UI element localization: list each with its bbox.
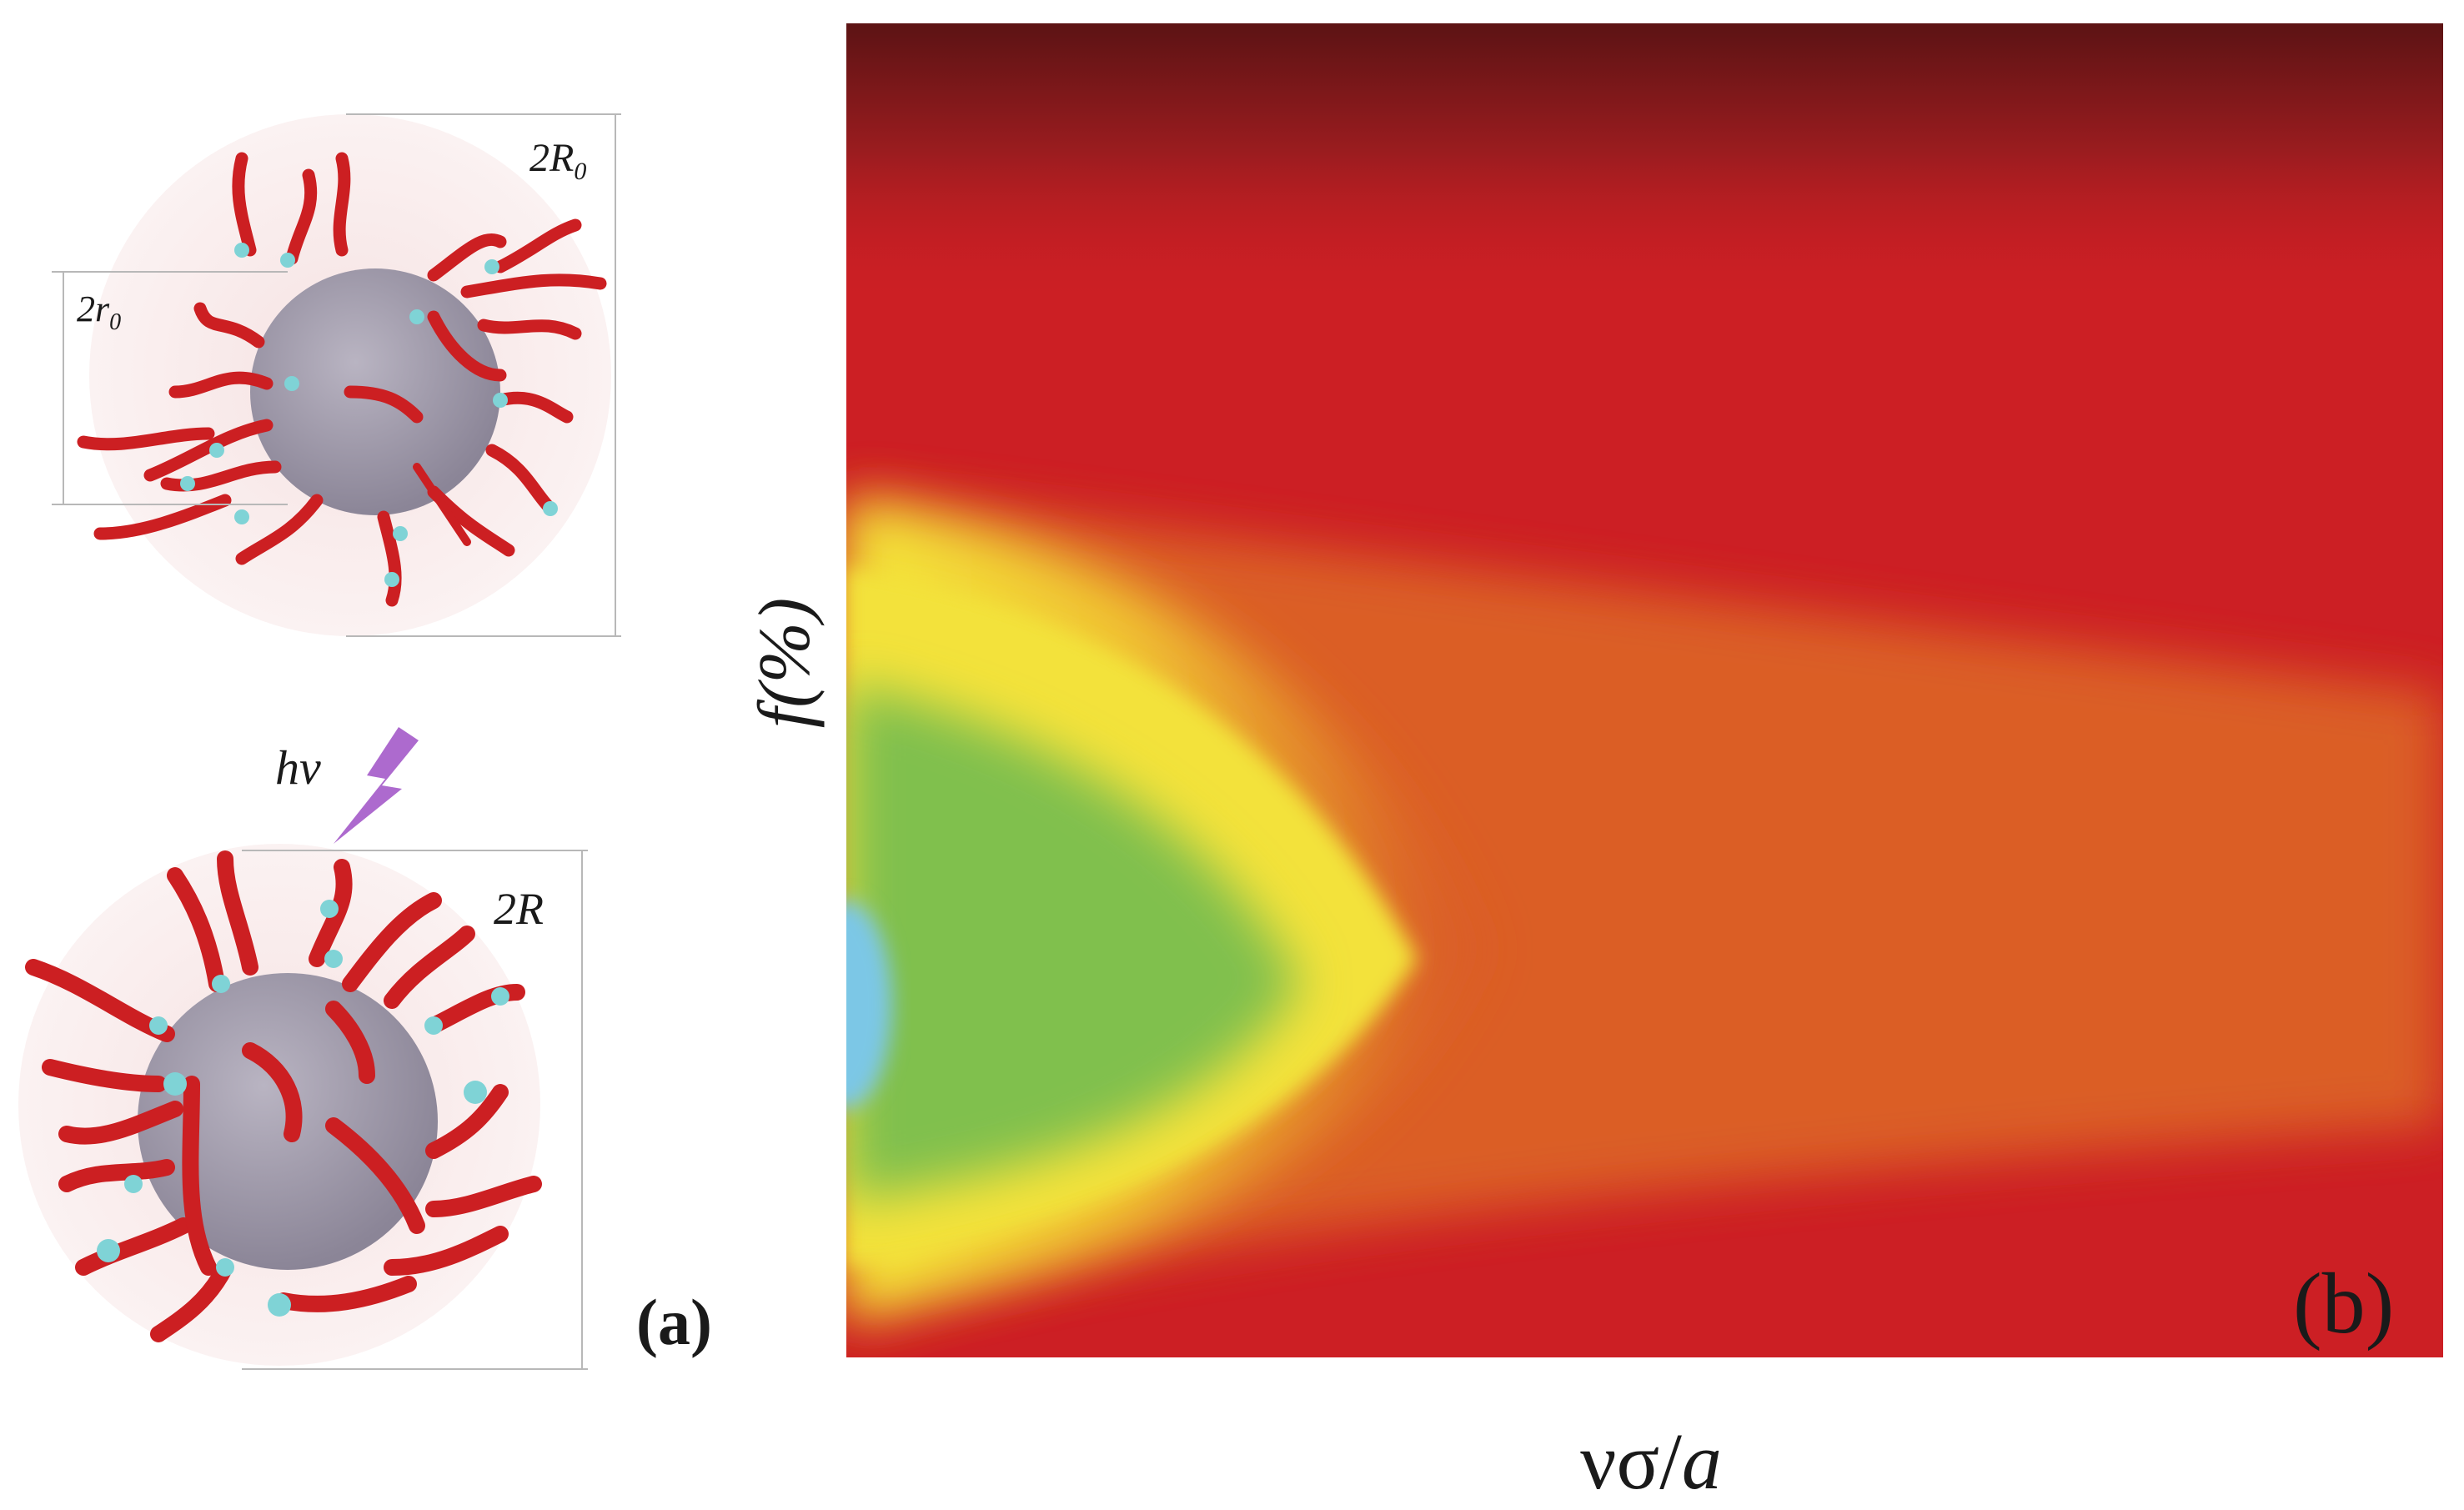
bottom-particle-chains [25, 850, 542, 1342]
top-dimension-lines [52, 113, 621, 637]
heatmap-blue-region [846, 900, 892, 1109]
panel-b: (b) f(%) νσ/a [745, 23, 2443, 1506]
y-axis-label: f(%) [745, 598, 826, 728]
panel-b-label: (b) [2293, 1256, 2394, 1352]
light-label: hv [275, 740, 321, 795]
lightning-bolt-icon [334, 727, 419, 844]
panel-a-label: (a) [636, 1286, 712, 1358]
top-particle-chain-ends [180, 243, 558, 587]
top-particle: 2R0 2r0 [52, 113, 621, 637]
x-axis-label: νσ/a [1580, 1417, 1722, 1506]
top-particle-chains [77, 152, 607, 607]
bottom-particle-chain-ends [97, 900, 509, 1317]
heatmap-green-region [846, 684, 1301, 1201]
panel-a: 2R0 2r0 hv [18, 113, 712, 1370]
bottom-dimension-lines [242, 850, 588, 1370]
outer-diameter-label-bottom: 2R [494, 884, 544, 934]
outer-diameter-label-top: 2R0 [529, 136, 586, 185]
bottom-particle: 2R [18, 844, 588, 1370]
heatmap [846, 23, 2443, 1357]
heatmap-top-band [846, 23, 2443, 307]
core-diameter-label-top: 2r0 [77, 288, 121, 335]
